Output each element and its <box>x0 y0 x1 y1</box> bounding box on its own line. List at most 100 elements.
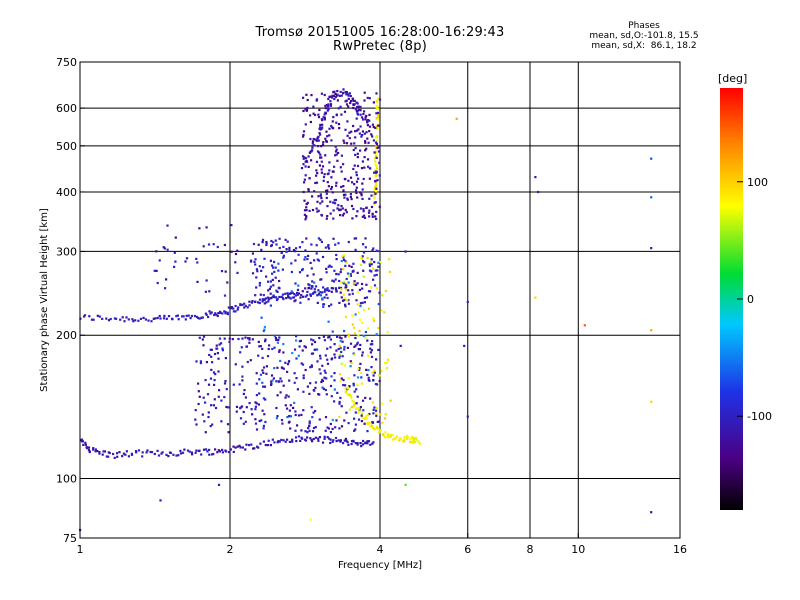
echo-point <box>330 395 333 398</box>
trace-point <box>234 304 237 308</box>
echo-point <box>316 200 319 203</box>
echo-point <box>258 284 261 287</box>
echo-point <box>261 409 264 412</box>
echo-point <box>254 401 257 404</box>
trace-point <box>209 312 212 315</box>
trace-point <box>403 440 406 443</box>
echo-point <box>361 351 364 354</box>
echo-point <box>368 269 372 272</box>
echo-point <box>338 354 341 357</box>
echo-point <box>308 422 311 425</box>
echo-point <box>311 343 314 346</box>
trace-point <box>96 314 99 317</box>
trace-point <box>338 94 341 97</box>
echo-point <box>302 130 306 133</box>
echo-point <box>333 97 336 101</box>
trace-point <box>328 289 331 292</box>
echo-point <box>284 396 287 399</box>
echo-point <box>214 406 218 410</box>
trace-point <box>230 306 233 309</box>
echo-point <box>286 240 289 243</box>
echo-point <box>344 208 347 211</box>
echo-point <box>254 258 257 261</box>
echo-point <box>310 364 313 367</box>
echo-point <box>381 402 384 405</box>
echo-point <box>334 198 338 201</box>
echo-point <box>355 110 358 113</box>
phase-stats-x: mean, sd,X: 86.1, 18.2 <box>591 41 697 51</box>
echo-point <box>372 319 376 322</box>
echo-point <box>255 268 258 271</box>
echo-point <box>297 354 300 357</box>
echo-point <box>371 340 374 343</box>
echo-point <box>335 288 338 291</box>
trace-point <box>342 442 345 445</box>
trace-point <box>200 453 203 456</box>
echo-point <box>302 409 305 412</box>
echo-point <box>356 282 359 285</box>
trace-point <box>248 444 251 447</box>
echo-point <box>365 114 368 117</box>
echo-point <box>308 177 311 180</box>
echo-point <box>375 142 378 146</box>
echo-point <box>223 243 226 247</box>
trace-point <box>250 301 253 304</box>
echo-point <box>311 430 315 433</box>
trace-point <box>210 311 213 314</box>
trace-point <box>377 97 380 100</box>
trace-point <box>116 455 119 458</box>
echo-point <box>262 385 265 388</box>
echo-point <box>267 280 270 283</box>
echo-point <box>334 356 337 359</box>
trace-point <box>309 293 312 296</box>
echo-point <box>347 281 350 284</box>
echo-point <box>383 362 387 365</box>
echo-point <box>311 142 314 145</box>
echo-point <box>362 269 365 272</box>
trace-point <box>321 441 325 444</box>
echo-point <box>302 390 305 393</box>
echo-point <box>347 289 350 292</box>
trace-point <box>102 450 105 453</box>
echo-point <box>244 396 247 399</box>
echo-point <box>326 205 329 208</box>
echo-point <box>369 343 372 346</box>
echo-point <box>214 373 217 376</box>
grid <box>80 62 680 538</box>
echo-point <box>339 339 342 343</box>
echo-point <box>184 260 187 263</box>
echo-point <box>173 251 176 254</box>
echo-point <box>322 335 325 338</box>
trace-point <box>327 105 330 108</box>
echo-point <box>336 159 339 162</box>
trace-point <box>374 169 377 172</box>
echo-point <box>325 393 328 396</box>
echo-point <box>337 273 340 276</box>
echo-point <box>266 296 270 299</box>
echo-point <box>366 158 370 161</box>
echo-point <box>347 377 350 380</box>
echo-point <box>378 379 381 383</box>
echo-point <box>329 384 333 388</box>
isolated-echo-point <box>583 324 586 327</box>
echo-point <box>261 347 264 350</box>
echo-point <box>209 425 212 428</box>
echo-point <box>377 348 380 351</box>
trace-point <box>150 320 153 323</box>
echo-point <box>255 276 258 279</box>
echo-point <box>212 404 215 407</box>
echo-point <box>363 214 366 217</box>
echo-point <box>267 289 270 292</box>
echo-point <box>360 135 363 138</box>
echo-point <box>226 281 229 284</box>
echo-point <box>333 165 336 168</box>
echo-point <box>284 361 287 364</box>
echo-point <box>293 381 296 384</box>
echo-point <box>255 372 258 375</box>
echo-point <box>242 392 245 395</box>
echo-point <box>310 338 313 341</box>
echo-point <box>368 263 371 266</box>
echo-point <box>236 271 239 274</box>
trace-point <box>377 115 380 119</box>
echo-point <box>377 303 380 306</box>
